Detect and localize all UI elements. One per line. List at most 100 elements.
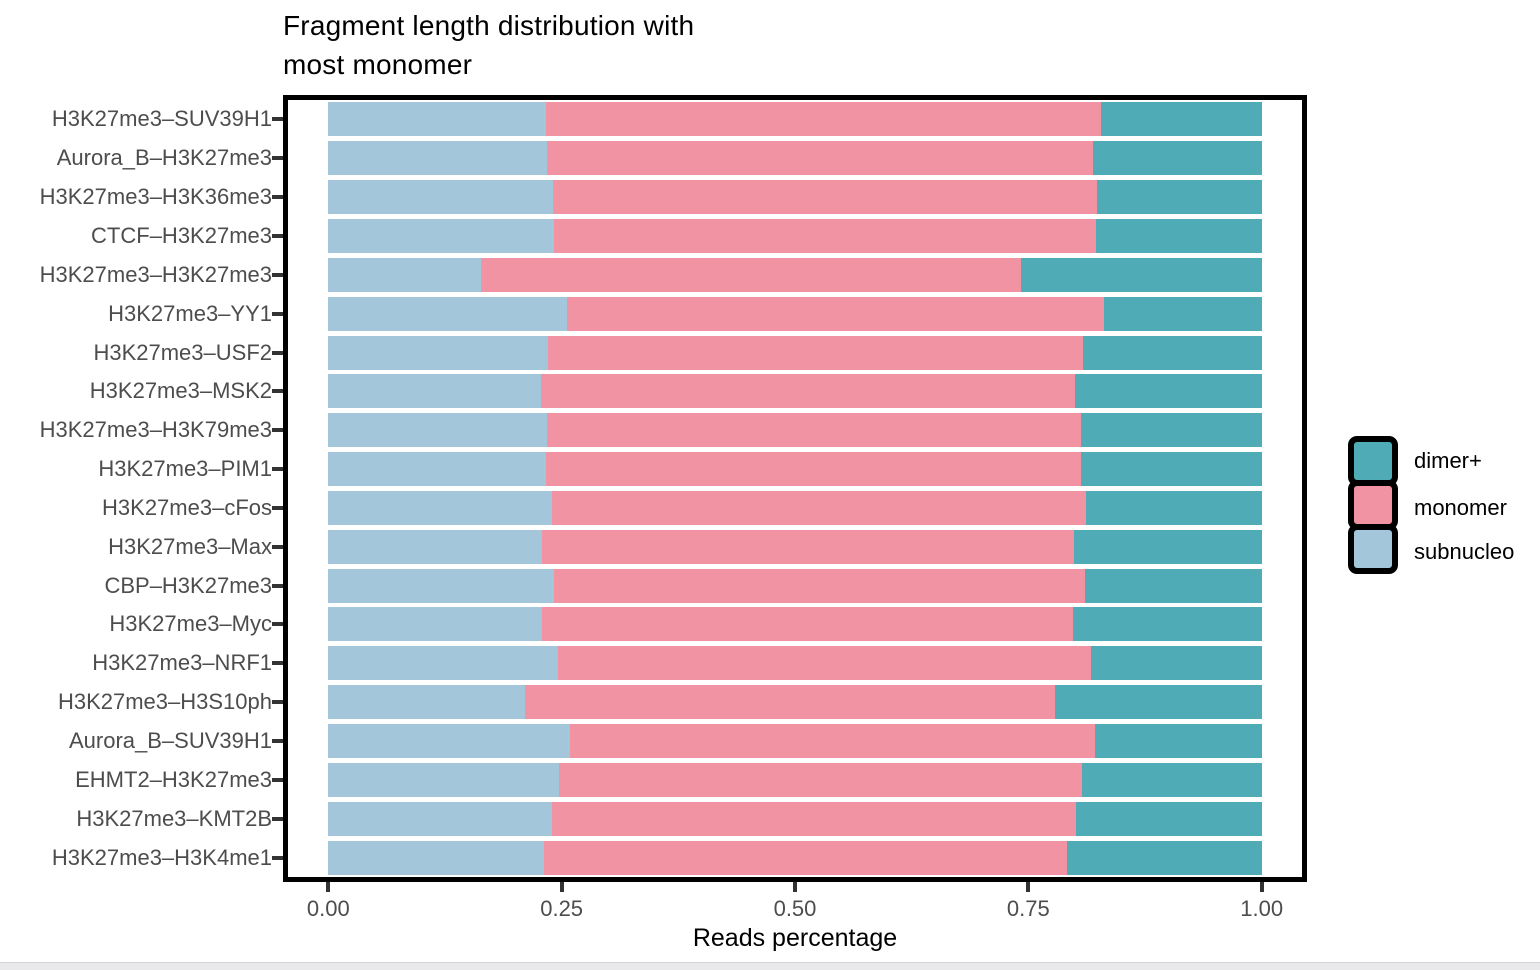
x-axis-tick-label: 0.75 (1006, 896, 1050, 921)
bar-segment-subnucleo (328, 452, 546, 487)
bar-segment-dimer (1090, 646, 1262, 681)
bar-segment-dimer (1080, 452, 1262, 487)
y-axis-label: H3K27me3–PIM1 (98, 456, 272, 482)
x-axis-tick-label: 1.00 (1240, 896, 1284, 921)
bar-segment-monomer (542, 607, 1074, 642)
bar-row (328, 218, 1262, 253)
bar-segment-dimer (1101, 102, 1262, 137)
y-axis-tick (272, 467, 283, 472)
y-axis-label: H3K27me3–H3K79me3 (39, 417, 272, 443)
legend-label: dimer+ (1414, 448, 1482, 473)
bar-row (328, 685, 1262, 720)
y-axis-label: H3K27me3–H3K4me1 (51, 844, 272, 870)
y-axis-label: H3K27me3–H3S10ph (57, 689, 272, 715)
x-axis-tick (559, 882, 564, 892)
y-axis-label: CTCF–H3K27me3 (91, 222, 272, 248)
bar-row (328, 762, 1262, 797)
bar-segment-subnucleo (328, 685, 526, 720)
bar-row (328, 452, 1262, 487)
bar-segment-monomer (570, 724, 1095, 759)
x-axis-tick-label: 0.00 (306, 896, 350, 921)
bar-row (328, 490, 1262, 525)
y-axis-label: Aurora_B–SUV39H1 (68, 728, 272, 754)
y-axis-label: H3K27me3–MSK2 (89, 378, 272, 404)
bar-row (328, 646, 1262, 681)
bar-segment-subnucleo (328, 257, 482, 292)
y-axis-label: EHMT2–H3K27me3 (75, 766, 272, 792)
window-bottom-edge (0, 962, 1540, 970)
y-axis-label: H3K27me3–NRF1 (92, 650, 272, 676)
bar-segment-dimer (1094, 724, 1262, 759)
y-axis-tick (272, 739, 283, 744)
x-axis-tick-label: 0.50 (773, 896, 817, 921)
bar-segment-subnucleo (328, 335, 548, 370)
y-axis-tick (272, 117, 283, 122)
y-axis-tick (272, 233, 283, 238)
x-axis-tick (1026, 882, 1031, 892)
bar-segment-subnucleo (328, 490, 553, 525)
bar-row (328, 180, 1262, 215)
y-axis-tick (272, 700, 283, 705)
y-axis-label: H3K27me3–Max (108, 533, 272, 559)
bar-segment-dimer (1055, 685, 1262, 720)
bar-segment-monomer (557, 646, 1091, 681)
bar-row (328, 335, 1262, 370)
y-axis-tick (272, 622, 283, 627)
bar-row (328, 102, 1262, 137)
y-axis-label: H3K27me3–H3K36me3 (39, 184, 272, 210)
y-axis-tick (272, 389, 283, 394)
y-axis-tick (272, 195, 283, 200)
bar-segment-monomer (545, 102, 1102, 137)
y-axis-tick (272, 311, 283, 316)
y-axis-label: Aurora_B–H3K27me3 (56, 145, 272, 171)
legend-label: monomer (1414, 495, 1507, 520)
y-axis-label: H3K27me3–cFos (102, 494, 272, 520)
bar-segment-monomer (554, 218, 1097, 253)
y-axis-tick (272, 544, 283, 549)
y-axis-tick (272, 661, 283, 666)
y-axis-tick (272, 583, 283, 588)
bar-segment-monomer (546, 141, 1093, 176)
y-axis-tick (272, 156, 283, 161)
bar-segment-subnucleo (328, 102, 546, 137)
bar-segment-subnucleo (328, 840, 544, 875)
bar-segment-subnucleo (328, 529, 543, 564)
bar-segment-monomer (541, 374, 1075, 409)
bar-segment-dimer (1066, 840, 1262, 875)
y-axis-label: CBP–H3K27me3 (104, 572, 272, 598)
bar-segment-subnucleo (328, 296, 568, 331)
bar-segment-monomer (545, 452, 1081, 487)
bar-segment-monomer (525, 685, 1056, 720)
bar-segment-monomer (546, 413, 1081, 448)
bar-segment-subnucleo (328, 762, 559, 797)
legend: dimer+ monomer subnucleo (1348, 436, 1514, 574)
y-axis-tick (272, 350, 283, 355)
bar-segment-dimer (1020, 257, 1262, 292)
bar-segment-subnucleo (328, 141, 547, 176)
bar-row (328, 529, 1262, 564)
bar-segment-dimer (1096, 218, 1262, 253)
bar-row (328, 257, 1262, 292)
y-axis-tick (272, 777, 283, 782)
bar-segment-dimer (1097, 180, 1262, 215)
bar-segment-dimer (1103, 296, 1262, 331)
bar-segment-dimer (1073, 607, 1262, 642)
x-axis-tick (793, 882, 797, 892)
bar-segment-monomer (547, 335, 1084, 370)
y-axis-tick (272, 428, 283, 433)
chart-title-line-1: Fragment length distribution with (283, 10, 695, 41)
bar-row (328, 840, 1262, 875)
bar-segment-dimer (1082, 762, 1262, 797)
y-axis-tick (272, 816, 283, 821)
bar-segment-subnucleo (328, 413, 547, 448)
bar-segment-subnucleo (328, 801, 553, 836)
bar-segment-monomer (554, 568, 1086, 603)
bar-segment-subnucleo (328, 218, 555, 253)
bar-segment-dimer (1074, 529, 1262, 564)
x-axis-tick (1259, 882, 1264, 892)
bar-row (328, 607, 1262, 642)
bar-row (328, 801, 1262, 836)
y-axis-tick (272, 855, 283, 860)
bar-segment-dimer (1092, 141, 1262, 176)
